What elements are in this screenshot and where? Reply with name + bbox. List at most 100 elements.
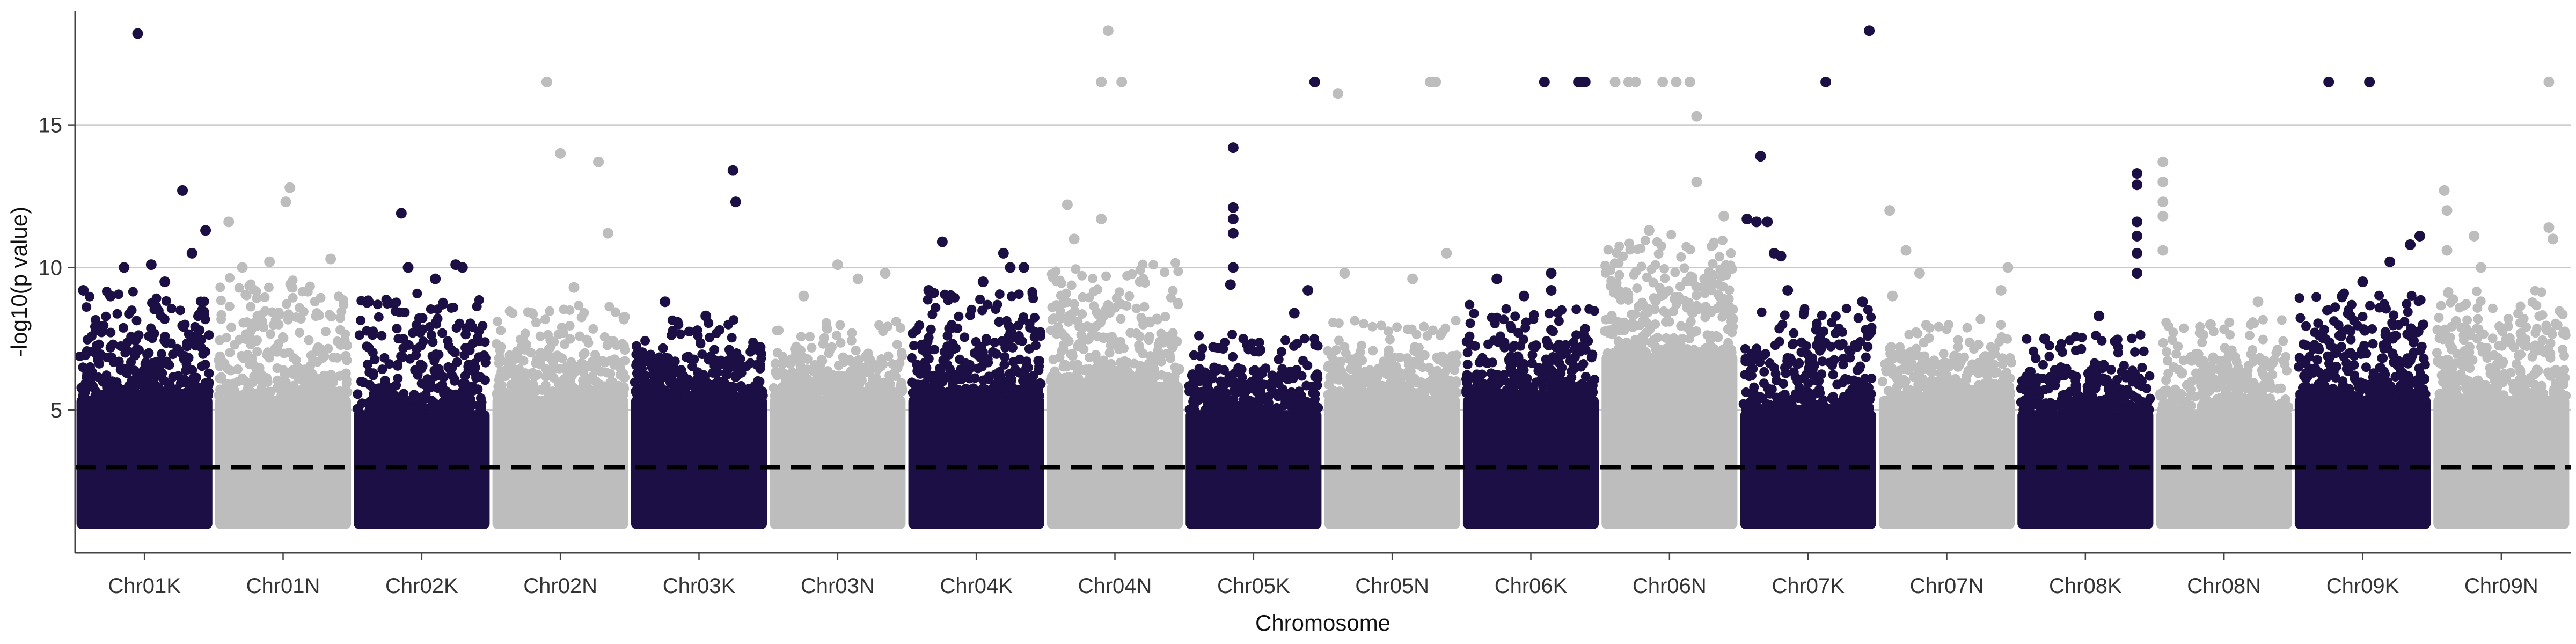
snp-point: [1350, 316, 1360, 326]
snp-point: [1745, 365, 1755, 376]
snp-point: [452, 357, 462, 367]
snp-point: [1984, 352, 1994, 362]
snp-point: [2178, 405, 2188, 415]
snp-point: [1309, 334, 1320, 344]
snp-point: [323, 343, 333, 354]
snp-point: [616, 358, 626, 368]
snp-point: [2130, 369, 2140, 379]
snp-point: [2231, 357, 2242, 367]
snp-point: [2367, 324, 2377, 334]
snp-top-hit: [145, 259, 157, 270]
snp-point: [1671, 299, 1681, 309]
snp-point: [1277, 369, 1287, 379]
snp-point: [994, 289, 1005, 299]
snp-point: [2217, 371, 2227, 381]
snp-point: [1615, 325, 1625, 335]
snp-top-hit: [1339, 268, 1350, 279]
snp-point: [246, 279, 256, 289]
snp-point: [221, 386, 231, 396]
snp-point: [82, 302, 92, 312]
snp-point: [1853, 342, 1863, 352]
snp-point: [435, 368, 445, 378]
chromosome-points-chr07n: [1877, 205, 2017, 529]
snp-point: [1905, 347, 1915, 357]
snp-top-hit: [568, 282, 580, 293]
snp-point: [1220, 405, 1231, 415]
snp-point: [101, 311, 111, 321]
snp-point: [1184, 404, 1195, 414]
snp-point: [1959, 352, 1970, 362]
snp-point: [365, 380, 375, 390]
snp-point: [1505, 363, 1516, 373]
snp-point: [216, 295, 226, 305]
snp-point: [619, 341, 629, 351]
snp-point: [290, 368, 300, 378]
snp-top-hit: [1691, 176, 1702, 187]
snp-point: [1227, 330, 1238, 340]
snp-point: [1101, 271, 1111, 281]
snp-top-hit: [798, 290, 809, 302]
snp-point: [552, 350, 562, 361]
snp-point: [2535, 387, 2545, 398]
snp-point: [2158, 390, 2168, 400]
snp-point: [2397, 358, 2407, 368]
snp-top-hit: [1227, 142, 1239, 153]
snp-point: [1853, 313, 1863, 323]
snp-point: [1685, 245, 1695, 255]
snp-point: [1135, 276, 1145, 287]
snp-point: [1442, 364, 1452, 374]
snp-point: [158, 390, 169, 400]
snp-point: [1666, 338, 1676, 348]
snp-band: [1740, 410, 1876, 529]
snp-point: [2174, 364, 2184, 375]
snp-point: [1359, 375, 1369, 385]
snp-top-hit: [2364, 76, 2375, 87]
snp-point: [670, 356, 680, 367]
snp-point: [2070, 380, 2081, 391]
snp-point: [1213, 385, 1224, 395]
snp-point: [340, 335, 350, 345]
snp-point: [2323, 352, 2333, 362]
snp-point: [1716, 272, 1726, 282]
snp-point: [2559, 350, 2569, 361]
snp-point: [591, 376, 601, 386]
snp-point: [2324, 389, 2334, 399]
snp-top-hit: [602, 228, 613, 239]
snp-point: [1502, 391, 1512, 401]
snp-point: [2271, 348, 2281, 358]
snp-point: [341, 375, 352, 385]
snp-point: [970, 385, 980, 396]
snp-point: [2212, 382, 2222, 392]
snp-point: [2219, 399, 2229, 409]
snp-point: [2070, 332, 2081, 342]
snp-point: [1713, 332, 1723, 342]
snp-point: [683, 353, 693, 363]
snp-point: [1451, 316, 1461, 326]
snp-point: [122, 368, 132, 378]
snp-top-hit: [186, 247, 197, 259]
snp-point: [203, 391, 213, 401]
snp-point: [1636, 244, 1646, 254]
snp-point: [1528, 341, 1538, 352]
snp-point: [1447, 351, 1457, 361]
snp-point: [1135, 265, 1145, 275]
snp-point: [2119, 361, 2129, 371]
snp-point: [412, 288, 422, 298]
snp-point: [368, 330, 378, 340]
snp-point: [1877, 377, 1887, 387]
snp-point: [204, 368, 214, 378]
snp-point: [295, 303, 305, 313]
snp-point: [1477, 369, 1487, 379]
snp-point: [332, 336, 342, 346]
snp-point: [1676, 321, 1686, 331]
snp-point: [1056, 290, 1066, 301]
snp-band: [354, 410, 490, 529]
snp-point: [339, 299, 349, 310]
snp-point: [909, 341, 919, 351]
snp-point: [1246, 405, 1256, 415]
snp-point: [1513, 351, 1523, 361]
snp-point: [326, 312, 336, 322]
snp-point: [1566, 366, 1576, 376]
snp-point: [911, 381, 921, 391]
snp-point: [151, 390, 161, 400]
